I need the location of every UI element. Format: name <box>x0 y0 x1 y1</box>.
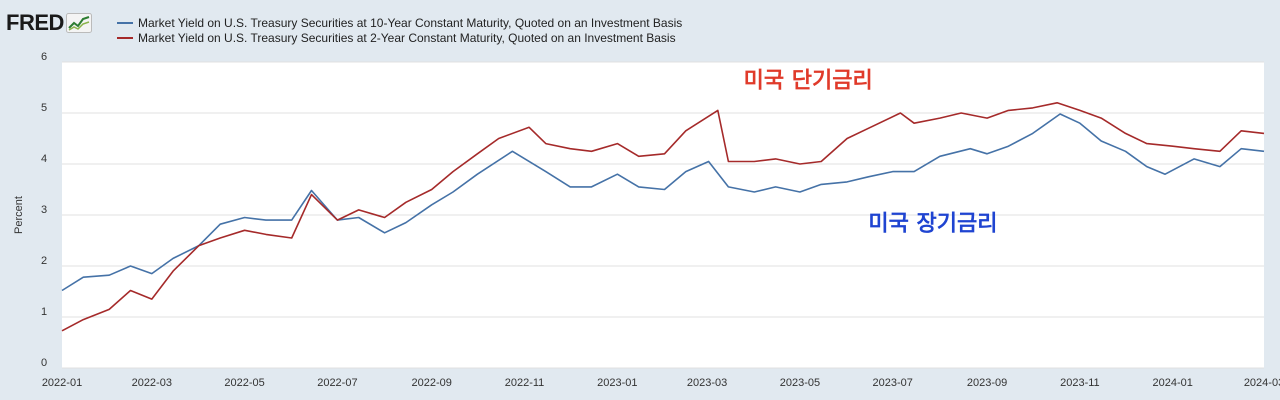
x-tick-label: 2023-03 <box>687 377 727 389</box>
y-tick-label: 5 <box>41 102 47 114</box>
y-tick-label: 4 <box>41 153 47 165</box>
annotation-1: 미국 장기금리 <box>868 211 997 236</box>
y-tick-label: 1 <box>41 306 47 318</box>
x-tick-label: 2024-01 <box>1153 377 1193 389</box>
chart-legend: Market Yield on U.S. Treasury Securities… <box>117 15 682 45</box>
legend-label-2y: Market Yield on U.S. Treasury Securities… <box>138 30 676 45</box>
x-tick-label: 2022-09 <box>412 377 452 389</box>
y-tick-label: 0 <box>41 357 47 369</box>
legend-item-10y[interactable]: Market Yield on U.S. Treasury Securities… <box>117 15 682 30</box>
x-tick-label: 2022-01 <box>42 377 82 389</box>
x-tick-label: 2022-07 <box>317 377 357 389</box>
legend-swatch-2y <box>117 36 133 39</box>
x-tick-label: 2022-03 <box>132 377 172 389</box>
fred-logo[interactable]: FRED <box>6 10 92 36</box>
x-tick-label: 2023-01 <box>597 377 637 389</box>
legend-label-10y: Market Yield on U.S. Treasury Securities… <box>138 15 683 30</box>
x-tick-label: 2023-09 <box>967 377 1007 389</box>
y-tick-label: 3 <box>41 204 47 216</box>
logo-text: FRED <box>6 10 64 35</box>
series-line-2y <box>61 102 1265 332</box>
x-tick-label: 2023-11 <box>1060 377 1100 389</box>
y-axis-title: Percent <box>13 196 25 234</box>
x-tick-label: 2024-03 <box>1244 377 1280 389</box>
x-tick-label: 2022-05 <box>224 377 264 389</box>
legend-swatch-10y <box>117 21 133 24</box>
x-tick-label: 2023-07 <box>873 377 913 389</box>
x-tick-label: 2022-11 <box>505 377 545 389</box>
annotation-0: 미국 단기금리 <box>744 69 873 94</box>
legend-item-2y[interactable]: Market Yield on U.S. Treasury Securities… <box>117 30 682 45</box>
y-tick-label: 6 <box>41 51 47 63</box>
y-tick-label: 2 <box>41 255 47 267</box>
x-tick-label: 2023-05 <box>780 377 820 389</box>
fred-chart-icon <box>65 13 92 33</box>
series-line-10y <box>61 113 1265 292</box>
